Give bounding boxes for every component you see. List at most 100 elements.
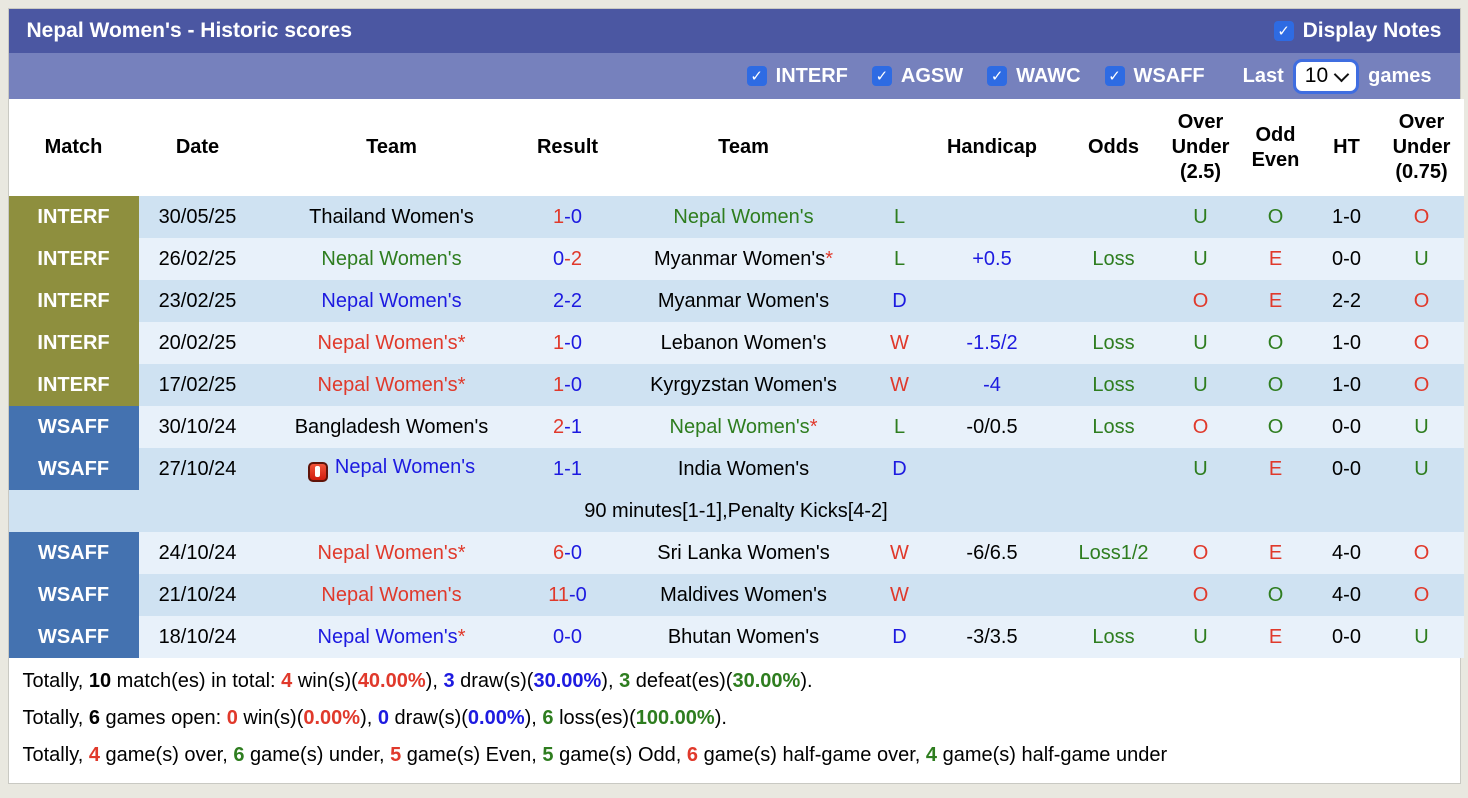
odd-even: E <box>1237 616 1314 658</box>
over-under-075: O <box>1379 574 1464 616</box>
page-title: Nepal Women's - Historic scores <box>26 19 353 42</box>
score: 1-0 <box>526 364 609 406</box>
col-date: Date <box>138 99 257 196</box>
odds <box>1063 196 1164 238</box>
checkbox-checked-icon[interactable] <box>1273 21 1294 41</box>
filter-label: AGSW <box>900 64 964 87</box>
team-name: Bangladesh Women's <box>294 415 489 438</box>
totals-segment: game(s) half-game under <box>937 744 1168 766</box>
totals-segment: Totally, <box>22 744 89 766</box>
filter-wsaff: WSAFF <box>1104 65 1205 88</box>
score-part: -0 <box>564 373 582 396</box>
score: 1-0 <box>526 322 609 364</box>
odds: Loss <box>1063 616 1164 658</box>
col-odd-even: Odd Even <box>1237 99 1314 196</box>
team-name: Nepal Women's <box>321 289 462 312</box>
home-team: Nepal Women's <box>256 280 527 322</box>
match-row: INTERF 17/02/25 Nepal Women's* 1-0 Kyrgyzsta… <box>8 364 1464 406</box>
match-date: 20/02/25 <box>138 322 257 364</box>
last-games-select[interactable]: 10 <box>1292 58 1360 94</box>
checkbox-checked-icon[interactable] <box>1104 66 1125 86</box>
over-under-25: O <box>1163 406 1238 448</box>
header-row: Match Date Team Result Team Handicap Odd… <box>8 99 1464 196</box>
match-date: 23/02/25 <box>138 280 257 322</box>
over-under-25: U <box>1163 322 1238 364</box>
odds: Loss <box>1063 238 1164 280</box>
star-marker: * <box>457 331 466 354</box>
filter-label: INTERF <box>775 64 848 87</box>
display-notes-toggle[interactable]: Display Notes <box>1273 19 1442 43</box>
games-label: games <box>1368 64 1432 87</box>
col-away-team: Team <box>608 99 879 196</box>
score-part: -2 <box>564 289 582 312</box>
totals-segment: ), <box>524 707 543 729</box>
score-part: 1 <box>553 457 565 480</box>
home-team: Nepal Women's <box>256 574 527 616</box>
totals-segment: game(s) Odd, <box>553 744 687 766</box>
match-row: INTERF 30/05/25 Thailand Women's 1-0 Nepal W… <box>8 196 1464 238</box>
league-badge: WSAFF <box>8 616 139 658</box>
over-under-25: O <box>1163 532 1238 574</box>
result-letter: D <box>878 280 921 322</box>
score: 6-0 <box>526 532 609 574</box>
star-marker: * <box>809 415 818 438</box>
match-row: INTERF 26/02/25 Nepal Women's 0-2 Myanmar Wo… <box>8 238 1464 280</box>
over-under-25: O <box>1163 574 1238 616</box>
star-marker: * <box>457 541 466 564</box>
totals-segment: 5 <box>390 744 402 766</box>
note-row: 90 minutes[1-1],Penalty Kicks[4-2] <box>8 490 1464 532</box>
result-letter: D <box>878 448 921 490</box>
over-under-25: U <box>1163 364 1238 406</box>
team-name: Nepal Women's <box>317 625 458 648</box>
totals-segment: Totally, <box>22 670 89 692</box>
over-under-25: U <box>1163 616 1238 658</box>
ht-score: 4-0 <box>1313 574 1380 616</box>
over-under-25: U <box>1163 448 1238 490</box>
col-ht: HT <box>1313 99 1380 196</box>
handicap <box>920 448 1064 490</box>
checkbox-checked-icon[interactable] <box>746 66 767 86</box>
over-under-075: O <box>1379 364 1464 406</box>
totals-segment: 6 <box>233 744 245 766</box>
league-badge: WSAFF <box>8 406 139 448</box>
match-row: INTERF 20/02/25 Nepal Women's* 1-0 Lebanon W… <box>8 322 1464 364</box>
away-team: Nepal Women's <box>608 196 879 238</box>
match-date: 30/10/24 <box>138 406 257 448</box>
score-part: 6 <box>553 541 565 564</box>
result-letter: W <box>878 322 921 364</box>
table-header: Match Date Team Result Team Handicap Odd… <box>8 99 1464 196</box>
totals-segment: 0.00% <box>303 707 361 729</box>
score-part: -0 <box>564 331 582 354</box>
odds: Loss <box>1063 322 1164 364</box>
ht-score: 0-0 <box>1313 406 1380 448</box>
totals-line: Totally, 4 game(s) over, 6 game(s) under… <box>23 737 1446 774</box>
scores-tbody: INTERF 30/05/25 Thailand Women's 1-0 Nepal W… <box>8 196 1464 658</box>
team-name: India Women's <box>677 457 810 480</box>
filter-interf: INTERF <box>746 64 848 88</box>
star-marker: * <box>457 625 466 648</box>
score-part: -0 <box>564 625 582 648</box>
totals-segment: 30.00% <box>732 670 801 692</box>
totals-segment: game(s) half-game over, <box>698 744 926 766</box>
title-bar: Nepal Women's - Historic scores Display … <box>8 9 1460 53</box>
totals-segment: 6 <box>88 707 100 729</box>
last-label: Last <box>1242 64 1284 87</box>
totals-segment: defeat(es)( <box>630 670 733 692</box>
score-part: 2 <box>553 415 565 438</box>
totals-segment: game(s) Even, <box>401 744 543 766</box>
totals-line: Totally, 10 match(es) in total: 4 win(s)… <box>23 663 1446 700</box>
totals-segment: ), <box>360 707 378 729</box>
checkbox-checked-icon[interactable] <box>871 66 892 86</box>
over-under-075: O <box>1379 532 1464 574</box>
checkbox-checked-icon[interactable] <box>987 66 1008 86</box>
totals-segment: 6 <box>686 744 699 766</box>
handicap <box>920 574 1064 616</box>
handicap: -6/6.5 <box>920 532 1064 574</box>
penalty-card-icon <box>307 461 328 482</box>
over-under-25: O <box>1163 280 1238 322</box>
totals-segment: ). <box>714 707 727 729</box>
star-marker: * <box>825 247 834 270</box>
col-over-under-25: Over Under (2.5) <box>1163 99 1238 196</box>
score-part: 0 <box>553 247 565 270</box>
home-team: Nepal Women's* <box>256 364 527 406</box>
